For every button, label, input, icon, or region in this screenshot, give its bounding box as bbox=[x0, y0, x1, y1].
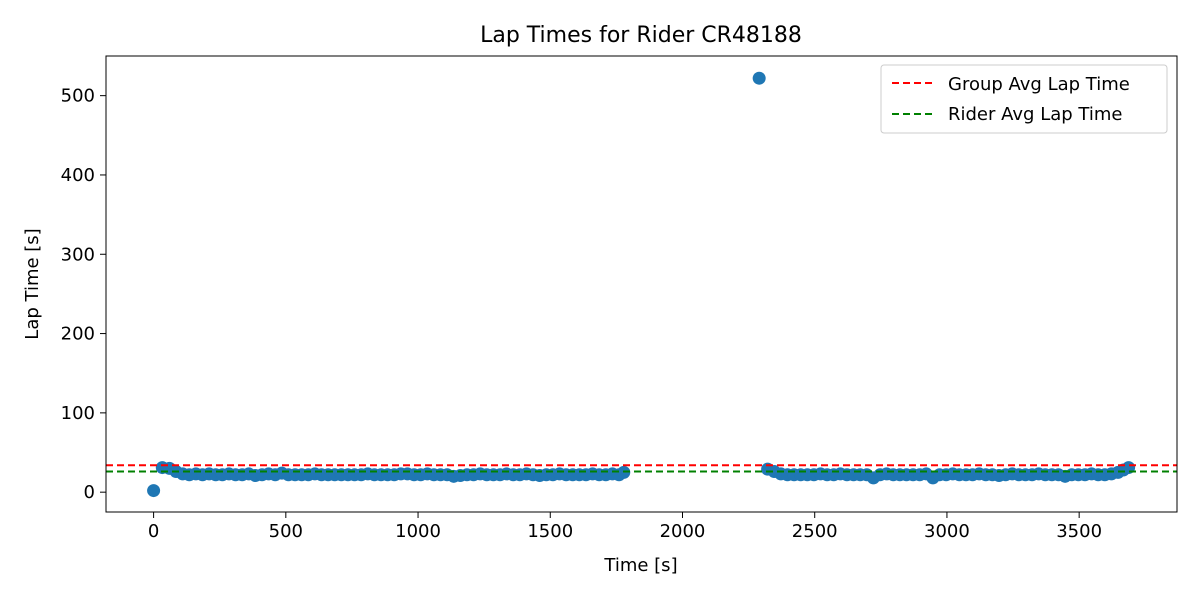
lap-point bbox=[147, 484, 161, 498]
x-axis-label: Time [s] bbox=[603, 555, 677, 576]
x-tick-label: 2000 bbox=[660, 521, 706, 542]
chart-title: Lap Times for Rider CR48188 bbox=[480, 23, 802, 48]
x-tick-label: 3500 bbox=[1056, 521, 1102, 542]
legend-box bbox=[880, 64, 1168, 134]
x-tick-label: 3000 bbox=[924, 521, 970, 542]
y-axis-label: Lap Time [s] bbox=[22, 228, 43, 339]
legend-group-avg-label: Group Avg Lap Time bbox=[948, 74, 1130, 95]
x-tick-label: 2500 bbox=[792, 521, 838, 542]
y-tick-label: 500 bbox=[61, 86, 95, 107]
x-tick-label: 1500 bbox=[527, 521, 573, 542]
x-tick-label: 500 bbox=[269, 521, 303, 542]
legend: Group Avg Lap Time Rider Avg Lap Time bbox=[880, 64, 1168, 134]
lap-point bbox=[752, 71, 766, 85]
x-tick-label: 0 bbox=[148, 521, 159, 542]
y-tick-label: 100 bbox=[61, 403, 95, 424]
legend-rider-avg-label: Rider Avg Lap Time bbox=[948, 104, 1122, 125]
y-tick-label: 0 bbox=[84, 482, 95, 503]
plot-frame bbox=[105, 55, 1178, 513]
y-tick-label: 300 bbox=[61, 244, 95, 265]
y-tick-label: 400 bbox=[61, 165, 95, 186]
x-tick-label: 1000 bbox=[395, 521, 441, 542]
y-tick-label: 200 bbox=[61, 324, 95, 345]
